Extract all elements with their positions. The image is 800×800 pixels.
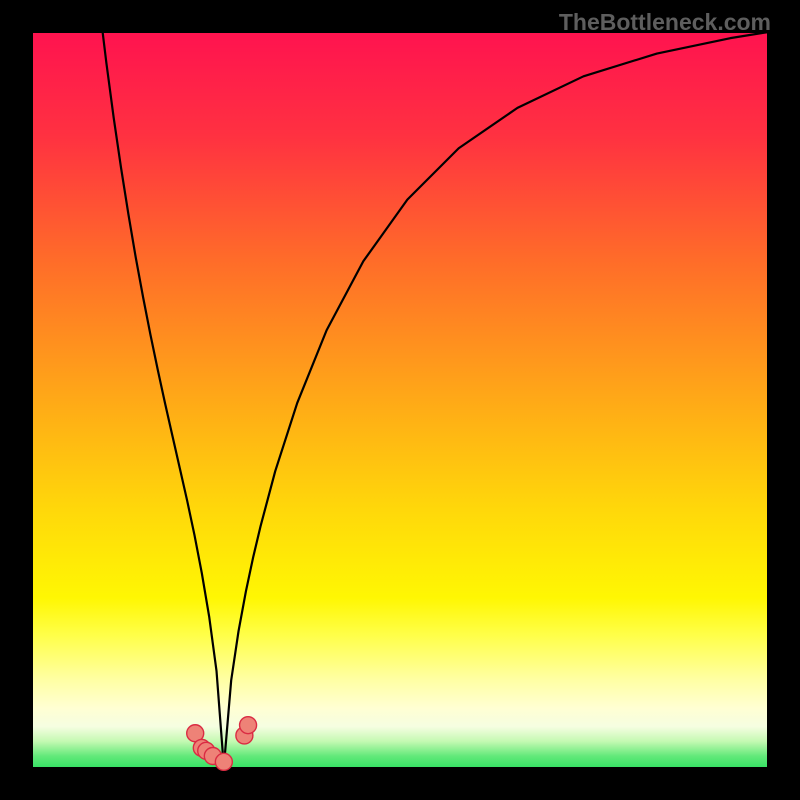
watermark-text: TheBottleneck.com xyxy=(559,9,771,36)
curve-layer xyxy=(0,0,800,800)
bottleneck-curve xyxy=(94,0,767,767)
marker-dot xyxy=(240,717,257,734)
marker-dot xyxy=(215,753,232,770)
chart-wrapper: TheBottleneck.com xyxy=(0,0,800,800)
